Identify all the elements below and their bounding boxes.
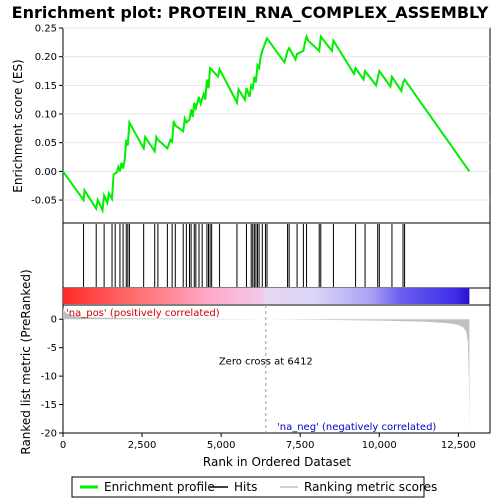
legend-label: Enrichment profile [104, 480, 215, 494]
zero-cross-label: Zero cross at 6412 [219, 357, 313, 368]
legend: Enrichment profile Hits Ranking metric sco… [71, 476, 437, 498]
x-axis-label: Rank in Ordered Dataset [203, 455, 351, 469]
es-ytick-label: 0.05 [35, 138, 57, 149]
metric-ylabel: Ranked list metric (PreRanked) [19, 269, 33, 454]
rank-color-bar [62, 287, 491, 306]
metric-ytick-label: -5 [47, 343, 57, 354]
x-tick-label: 2,500 [128, 440, 157, 451]
metric-ytick-label: -15 [41, 400, 57, 411]
x-tick-label: 7,500 [286, 440, 315, 451]
positive-correlation-label: 'na_pos' (positively correlated) [66, 308, 220, 319]
metric-ytick-label: -20 [41, 429, 57, 440]
x-tick-label: 10,000 [362, 440, 397, 451]
es-ytick-label: 0.25 [35, 24, 57, 35]
enrichment-profile-line [62, 33, 471, 215]
es-ytick-label: 0.20 [35, 52, 57, 63]
x-tick-label: 12,500 [441, 440, 476, 451]
metric-ytick-label: -10 [41, 372, 57, 383]
es-ytick-label: 0.10 [35, 110, 57, 121]
negative-correlation-label: 'na_neg' (negatively correlated) [277, 422, 436, 433]
rank-gradient [63, 288, 470, 304]
es-ylabel: Enrichment score (ES) [11, 59, 25, 192]
metric-panel: 0 -5 -10 -15 -20 Zero cross at 6412 'na_pos'… [19, 269, 491, 455]
es-ytick-label: -0.05 [31, 196, 57, 207]
hits-panel [62, 222, 491, 289]
es-ytick-label: 0.00 [35, 167, 57, 178]
metric-ytick-label: 0 [51, 315, 57, 326]
es-panel: -0.05 0.00 0.05 0.10 0.15 0.20 0.25 Enrichment… [11, 24, 491, 224]
ranking-metric-area [63, 309, 470, 431]
legend-label: Hits [234, 480, 257, 494]
x-tick-label: 0 [60, 440, 66, 451]
chart-title: Enrichment plot: PROTEIN_RNA_COMPLEX_ASS… [12, 3, 489, 22]
legend-label: Ranking metric scores [304, 480, 437, 494]
es-ytick-label: 0.15 [35, 81, 57, 92]
x-tick-label: 5,000 [207, 440, 236, 451]
